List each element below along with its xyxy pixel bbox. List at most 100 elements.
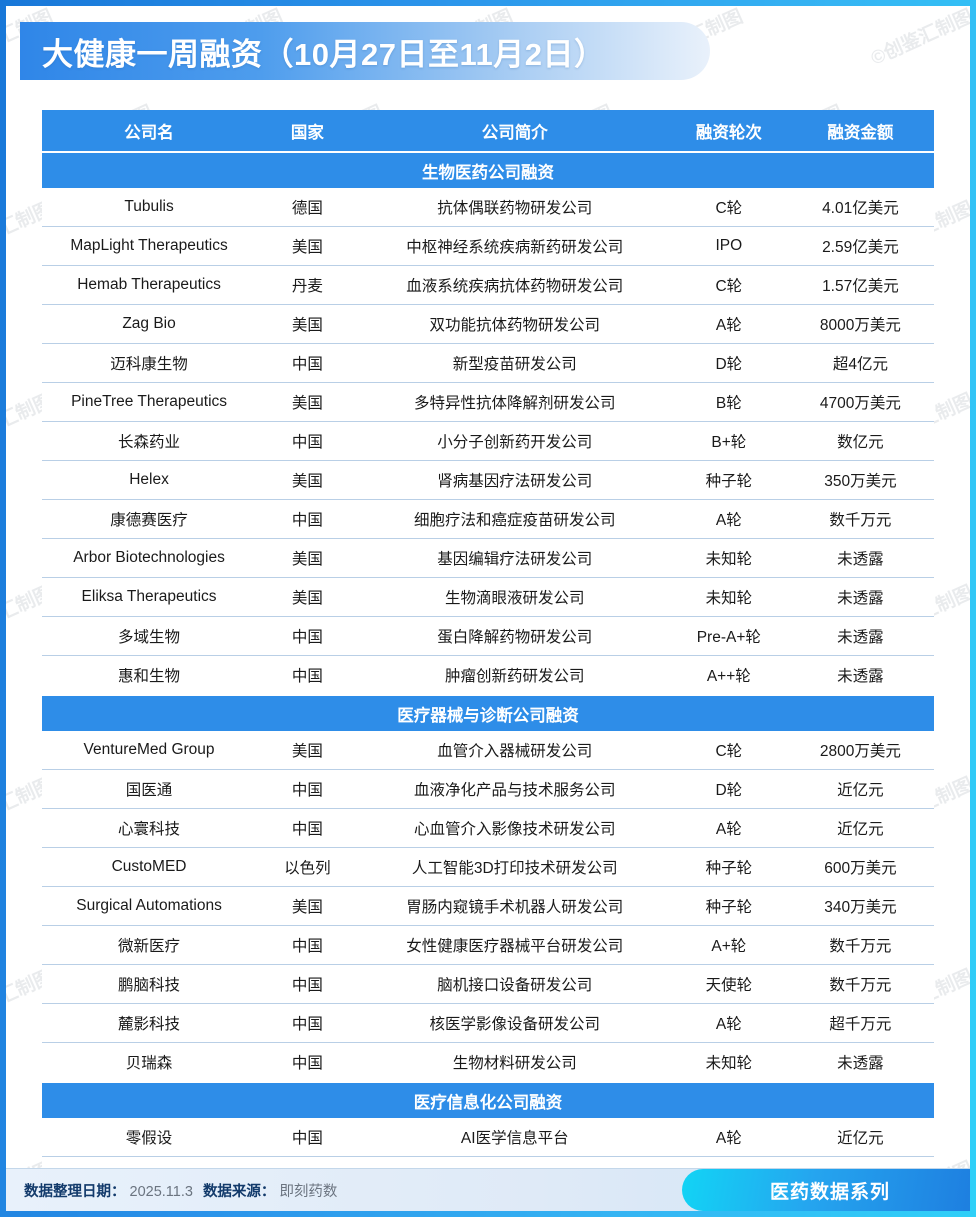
cell-round: 未知轮 [670,577,787,617]
cell-amount: 近亿元 [786,769,934,809]
cell-amount: 超千万元 [786,1003,934,1043]
cell-amount: 1.57亿美元 [786,265,934,305]
table-section-label: 生物医药公司融资 [42,151,934,188]
cell-company: 麓影科技 [42,1003,257,1043]
funding-table: 公司名 国家 公司简介 融资轮次 融资金额 生物医药公司融资 Tubulis 德国抗… [42,110,934,1196]
table-row: Arbor Biotechnologies 美国 基因编辑疗法研发公司 未知轮 未透露 [42,538,934,578]
column-header-amount: 融资金额 [786,110,934,152]
cell-company: 鹏脑科技 [42,964,257,1004]
cell-company: Hemab Therapeutics [42,265,257,305]
column-header-company: 公司名 [42,110,257,152]
table-section-label: 医疗信息化公司融资 [42,1081,934,1118]
table-row: Surgical Automations 美国 胃肠内窥镜手术机器人研发公司 种子轮 3… [42,886,934,926]
footer-source-label: 数据来源： [202,1183,276,1200]
cell-description: 脑机接口设备研发公司 [358,964,671,1004]
cell-company: 国医通 [42,769,257,809]
column-header-country: 国家 [256,110,359,152]
cell-description: 血液净化产品与技术服务公司 [358,769,671,809]
table-row: 贝瑞森 中国 生物材料研发公司 未知轮 未透露 [42,1042,934,1083]
cell-company: 康德赛医疗 [42,499,257,539]
cell-round: A轮 [670,1003,787,1043]
cell-country: 美国 [256,382,359,422]
cell-description: 胃肠内窥镜手术机器人研发公司 [358,886,671,926]
cell-description: 中枢神经系统疾病新药研发公司 [358,226,671,266]
table-row: PineTree Therapeutics 美国 多特异性抗体降解剂研发公司 B轮 47… [42,382,934,422]
cell-company: 惠和生物 [42,655,257,696]
cell-company: Tubulis [42,188,257,227]
table-row: 心寰科技 中国 心血管介入影像技术研发公司 A轮 近亿元 [42,808,934,848]
cell-amount: 350万美元 [786,460,934,500]
cell-amount: 340万美元 [786,886,934,926]
cell-round: C轮 [670,265,787,305]
cell-country: 中国 [256,616,359,656]
cell-country: 美国 [256,460,359,500]
cell-amount: 超4亿元 [786,343,934,383]
cell-country: 中国 [256,421,359,461]
cell-amount: 未透露 [786,1042,934,1083]
cell-country: 丹麦 [256,265,359,305]
cell-company: Eliksa Therapeutics [42,577,257,617]
table-row: Eliksa Therapeutics 美国 生物滴眼液研发公司 未知轮 未透露 [42,577,934,617]
cell-description: 肾病基因疗法研发公司 [358,460,671,500]
funding-table-wrapper: 公司名 国家 公司简介 融资轮次 融资金额 生物医药公司融资 Tubulis 德国抗… [42,110,934,1196]
cell-amount: 未透露 [786,655,934,696]
cell-company: Helex [42,460,257,500]
cell-round: 种子轮 [670,847,787,887]
cell-amount: 4700万美元 [786,382,934,422]
cell-country: 中国 [256,769,359,809]
cell-amount: 数千万元 [786,964,934,1004]
cell-round: A+轮 [670,925,787,965]
cell-company: PineTree Therapeutics [42,382,257,422]
footer-bar: 数据整理日期： 2025.11.3 数据来源： 即刻药数 医药数据系列 [6,1168,970,1211]
table-row: Zag Bio 美国 双功能抗体药物研发公司 A轮 8000万美元 [42,304,934,344]
table-row: 零假设 中国 AI医学信息平台 A轮 近亿元 [42,1118,934,1157]
cell-company: CustoMED [42,847,257,887]
table-row: 国医通 中国 血液净化产品与技术服务公司 D轮 近亿元 [42,769,934,809]
cell-round: 种子轮 [670,460,787,500]
table-body: 生物医药公司融资 Tubulis 德国 抗体偶联药物研发公司 C轮 4.01亿美元 MapL… [42,151,934,1196]
cell-country: 中国 [256,343,359,383]
table-row: 多域生物 中国 蛋白降解药物研发公司 Pre-A+轮 未透露 [42,616,934,656]
cell-round: A++轮 [670,655,787,696]
cell-description: 肿瘤创新药研发公司 [358,655,671,696]
cell-country: 中国 [256,964,359,1004]
cell-country: 以色列 [256,847,359,887]
cell-company: 迈科康生物 [42,343,257,383]
cell-amount: 8000万美元 [786,304,934,344]
cell-country: 中国 [256,1118,359,1157]
cell-round: IPO [670,226,787,266]
watermark-text: ©创鉴汇制图 [966,482,970,551]
cell-round: 种子轮 [670,886,787,926]
table-row: 微新医疗 中国 女性健康医疗器械平台研发公司 A+轮 数千万元 [42,925,934,965]
table-row: Helex 美国 肾病基因疗法研发公司 种子轮 350万美元 [42,460,934,500]
cell-description: 多特异性抗体降解剂研发公司 [358,382,671,422]
cell-amount: 数亿元 [786,421,934,461]
cell-company: 零假设 [42,1118,257,1157]
cell-description: 血管介入器械研发公司 [358,731,671,770]
watermark-text: ©创鉴汇制图 [868,6,970,70]
footer-source-value: 即刻药数 [279,1183,338,1200]
cell-amount: 4.01亿美元 [786,188,934,227]
footer-date-label: 数据整理日期： [24,1183,126,1200]
footer-date-value: 2025.11.3 [129,1183,193,1200]
infographic-inner-panel: ©创鉴汇制图 ©创鉴汇制图 ©创鉴汇制图 ©创鉴汇制图 ©创鉴汇制图 ©创鉴汇制图 ©创鉴汇… [6,6,970,1211]
cell-country: 美国 [256,577,359,617]
cell-country: 德国 [256,188,359,227]
cell-amount: 数千万元 [786,499,934,539]
table-row: Tubulis 德国 抗体偶联药物研发公司 C轮 4.01亿美元 [42,188,934,227]
table-section-header: 生物医药公司融资 [42,151,934,188]
watermark-text: ©创鉴汇制图 [966,98,970,167]
cell-round: Pre-A+轮 [670,616,787,656]
cell-amount: 近亿元 [786,808,934,848]
column-header-description: 公司简介 [358,110,671,152]
cell-description: 女性健康医疗器械平台研发公司 [358,925,671,965]
cell-description: 抗体偶联药物研发公司 [358,188,671,227]
cell-round: 天使轮 [670,964,787,1004]
table-row: 康德赛医疗 中国 细胞疗法和癌症疫苗研发公司 A轮 数千万元 [42,499,934,539]
cell-round: 未知轮 [670,538,787,578]
cell-company: MapLight Therapeutics [42,226,257,266]
cell-amount: 600万美元 [786,847,934,887]
cell-country: 美国 [256,226,359,266]
cell-amount: 近亿元 [786,1118,934,1157]
cell-company: 心寰科技 [42,808,257,848]
